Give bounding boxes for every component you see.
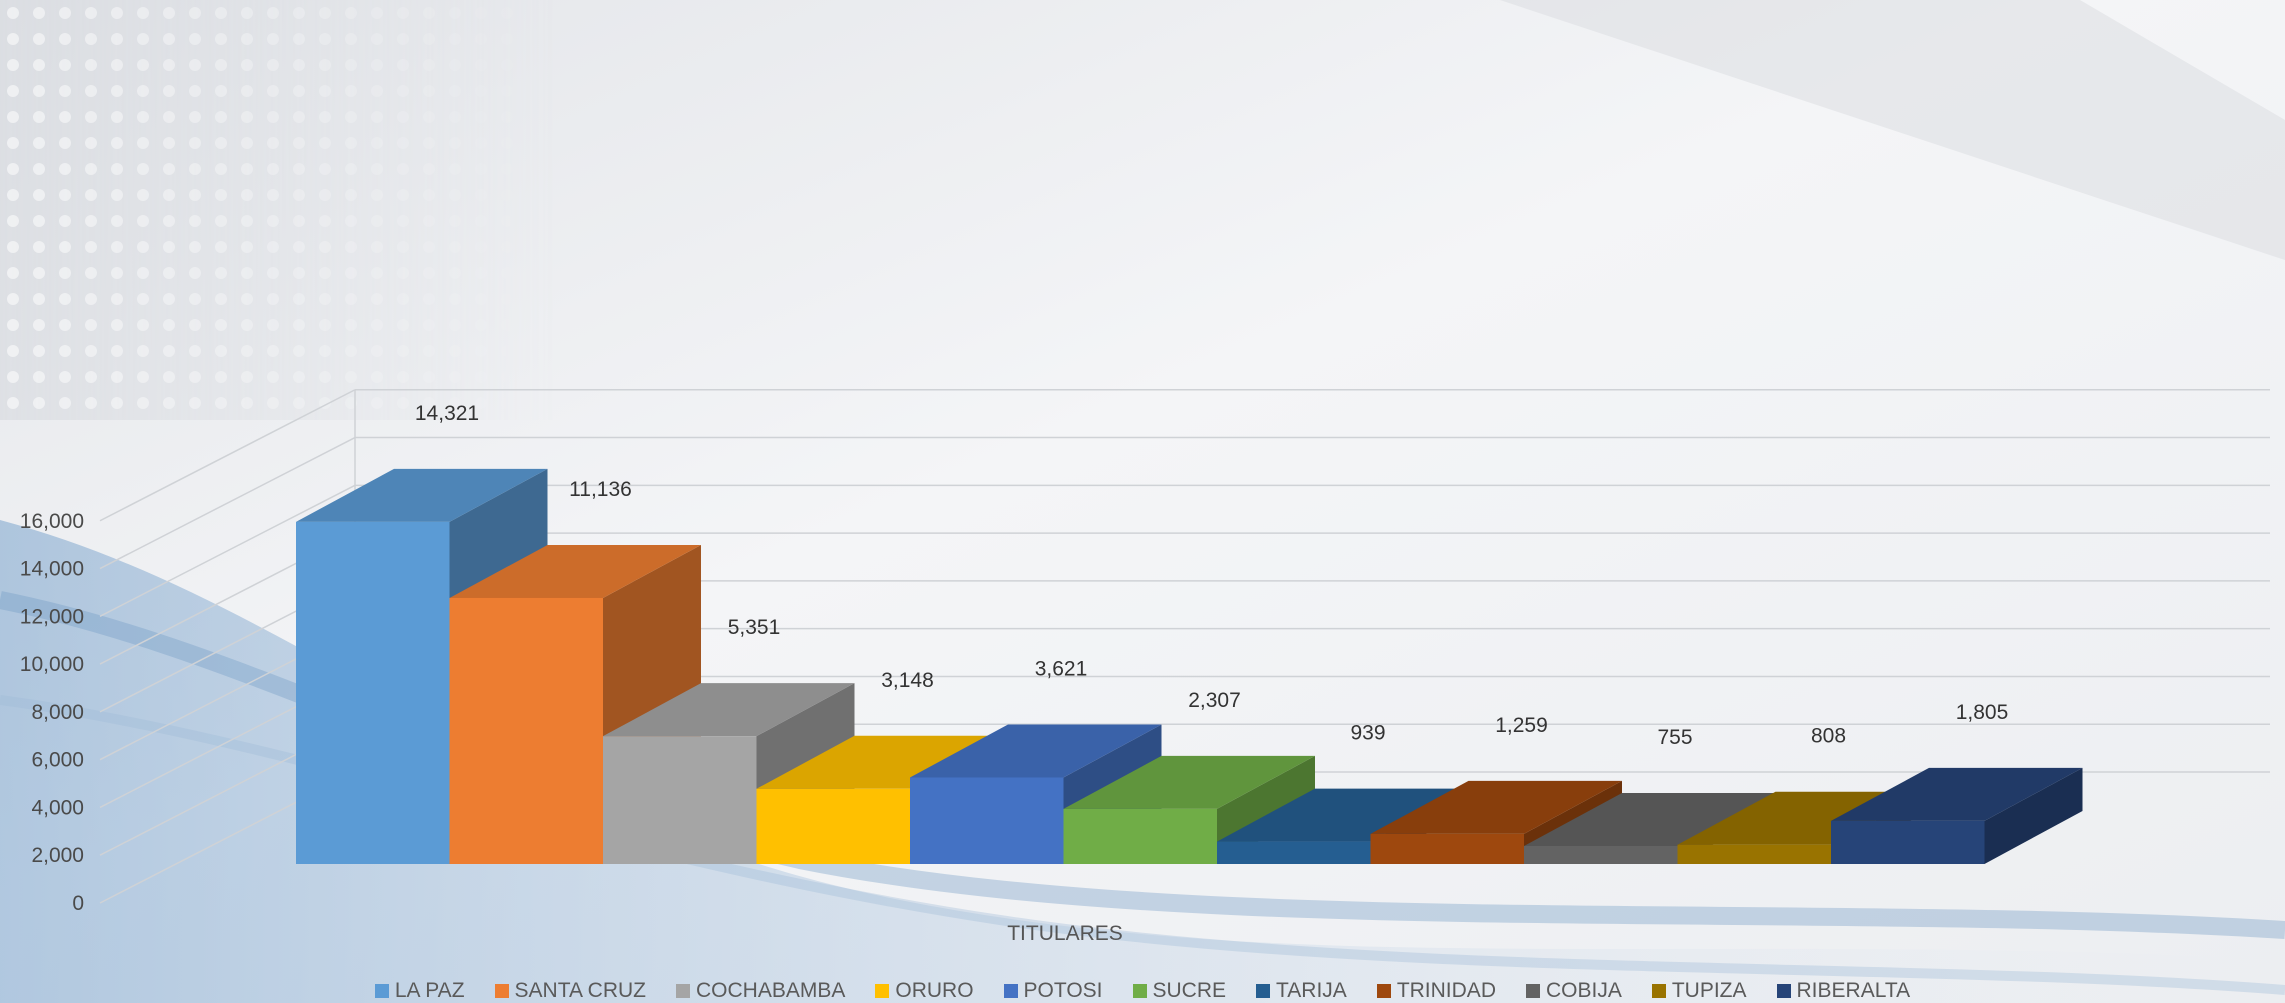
y-tick-label: 6,000	[31, 749, 84, 772]
legend-label: LA PAZ	[394, 978, 465, 1002]
legend-swatch	[1003, 983, 1018, 998]
legend-swatch	[1525, 983, 1540, 998]
bar-top	[1370, 780, 1622, 834]
data-label: 14,321	[415, 402, 479, 425]
data-label: 755	[1657, 726, 1692, 749]
bar-front	[1370, 833, 1524, 864]
legend-item: SANTA CRUZ	[494, 978, 646, 1003]
bar-front	[756, 788, 910, 864]
legend-item: LA PAZ	[374, 978, 465, 1003]
legend-swatch	[494, 983, 509, 998]
bar-side	[1984, 767, 2083, 864]
legend-item: TARIJA	[1256, 979, 1347, 1003]
bar-riberalta	[1831, 767, 2083, 864]
legend-label: RIBERALTA	[1796, 978, 1911, 1002]
legend-swatch	[875, 983, 890, 998]
legend-label: POTOSI	[1023, 978, 1103, 1002]
bar-top	[449, 544, 701, 598]
data-label: 5,351	[728, 616, 781, 639]
y-tick-label: 12,000	[20, 605, 84, 628]
legend-label: TUPIZA	[1671, 978, 1747, 1002]
legend-label: TRINIDAD	[1396, 978, 1496, 1002]
legend-label: SANTA CRUZ	[514, 978, 646, 1002]
bar-top	[603, 683, 855, 737]
y-tick-label: 8,000	[31, 701, 84, 724]
legend-label: TARIJA	[1276, 978, 1347, 1002]
data-label: 3,621	[1035, 657, 1088, 680]
legend-label: SUCRE	[1152, 978, 1227, 1002]
legend-item: COBIJA	[1525, 978, 1622, 1003]
data-label: 11,136	[569, 478, 632, 501]
y-tick-label: 0	[72, 892, 84, 915]
y-axis-ticks: 0 2,000 4,000 6,000 8,000 10,000 12,000 14,000 1…	[20, 510, 84, 915]
data-label: 808	[1811, 725, 1846, 748]
legend-swatch	[676, 983, 690, 998]
bar-top	[1217, 788, 1469, 842]
bar-front	[1217, 841, 1371, 864]
legend-label: COBIJA	[1545, 978, 1622, 1002]
legend-swatch	[1376, 983, 1391, 998]
legend-label: ORURO	[895, 978, 974, 1002]
legend-item: SUCRE	[1132, 978, 1227, 1003]
bar-front	[449, 597, 603, 864]
legend-label: COCHABAMBA	[696, 978, 846, 1002]
data-labels: 14,321 11,136 5,351 3,148 3,621 2,307 939 1,259…	[415, 402, 2008, 749]
y-tick-label: 2,000	[31, 844, 84, 867]
data-label: 2,307	[1188, 689, 1241, 712]
gridline-side	[99, 484, 356, 617]
legend-item: COCHABAMBA	[676, 979, 845, 1003]
bar-front	[1524, 845, 1678, 864]
legend-swatch	[1776, 983, 1791, 998]
legend-item: POTOSI	[1003, 978, 1103, 1003]
bar-top	[1831, 767, 2083, 821]
legend: LA PAZ SANTA CRUZ COCHABAMBA ORURO POTOSI SUC…	[0, 978, 2285, 1003]
legend-item: TRINIDAD	[1376, 978, 1496, 1003]
bar-top	[756, 735, 1008, 789]
bar-top	[910, 724, 1162, 778]
legend-item: RIBERALTA	[1776, 978, 1911, 1003]
data-label: 1,259	[1495, 714, 1548, 737]
y-tick-label: 14,000	[20, 558, 84, 581]
legend-item: TUPIZA	[1651, 978, 1747, 1003]
bar-top	[1063, 755, 1315, 809]
data-label: 939	[1350, 722, 1385, 745]
bars	[296, 468, 2083, 864]
legend-item: ORURO	[875, 978, 974, 1003]
y-tick-label: 10,000	[20, 653, 84, 676]
bar-front	[910, 777, 1064, 864]
data-label: 3,148	[881, 669, 934, 692]
bar-front	[603, 736, 757, 864]
legend-swatch	[1132, 983, 1147, 998]
legend-swatch	[1256, 983, 1271, 998]
gridline-side	[99, 389, 356, 522]
legend-swatch	[1651, 983, 1666, 998]
bar-top	[1524, 792, 1776, 846]
x-axis-title: TITULARES	[1007, 922, 1123, 945]
data-label: 1,805	[1956, 701, 2009, 724]
gridline-side	[99, 436, 356, 570]
bar-front	[1677, 844, 1831, 864]
legend-swatch	[374, 983, 389, 998]
y-tick-label: 4,000	[31, 796, 84, 819]
y-tick-label: 16,000	[20, 510, 84, 533]
bar-top	[296, 468, 548, 522]
bar-front	[1831, 820, 1985, 864]
bar-front	[1063, 808, 1217, 864]
bar-front	[296, 521, 450, 864]
